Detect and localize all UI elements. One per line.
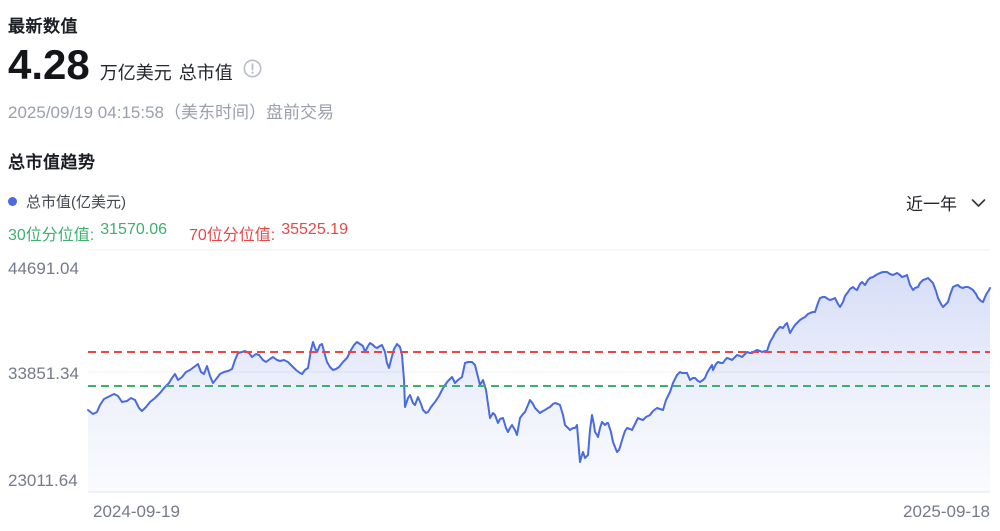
y-axis-tick-middle: 33851.34 xyxy=(8,364,79,383)
market-cap-value: 4.28 xyxy=(8,41,90,88)
trend-chart-svg[interactable] xyxy=(0,245,1000,526)
x-axis-tick-start: 2024-09-19 xyxy=(93,502,180,521)
percentile-70-value: 35525.19 xyxy=(281,221,348,238)
x-axis-tick-end: 2025-09-18 xyxy=(903,502,990,521)
y-axis-tick-top: 44691.04 xyxy=(8,259,79,278)
series-area-fill xyxy=(88,272,990,492)
legend-dot-icon xyxy=(8,197,17,206)
legend-label: 总市值(亿美元) xyxy=(26,194,126,211)
period-selector-label: 近一年 xyxy=(906,195,957,214)
y-axis-tick-bottom: 23011.64 xyxy=(8,471,78,490)
latest-value-title: 最新数值 xyxy=(8,17,78,36)
percentile-row: 30位分位值: 31570.06 70位分位值: 35525.19 xyxy=(8,221,348,245)
latest-value-row: 4.28 万亿美元 总市值 xyxy=(8,44,262,86)
market-cap-label: 总市值 xyxy=(178,63,233,83)
percentile-70-label: 70位分位值: xyxy=(188,227,276,244)
percentile-reference-lines xyxy=(88,351,990,387)
chevron-down-icon xyxy=(971,198,986,208)
market-cap-unit: 万亿美元 xyxy=(99,63,172,83)
period-selector[interactable]: 近一年 xyxy=(906,190,986,215)
trend-chart[interactable]: 44691.04 33851.34 23011.64 2024-09-19 20… xyxy=(0,245,1000,526)
info-icon[interactable] xyxy=(243,59,262,78)
percentile-30-value: 31570.06 xyxy=(100,221,167,238)
timestamp: 2025/09/19 04:15:58（美东时间）盘前交易 xyxy=(8,103,334,122)
trend-section-title: 总市值趋势 xyxy=(8,153,96,172)
percentile-30-label: 30位分位值: xyxy=(8,227,95,244)
series-line xyxy=(87,271,991,463)
legend-item-market-cap[interactable]: 总市值(亿美元) xyxy=(8,191,126,212)
percentile-30: 30位分位值: 31570.06 xyxy=(8,221,167,245)
percentile-70: 70位分位值: 35525.19 xyxy=(189,221,348,245)
